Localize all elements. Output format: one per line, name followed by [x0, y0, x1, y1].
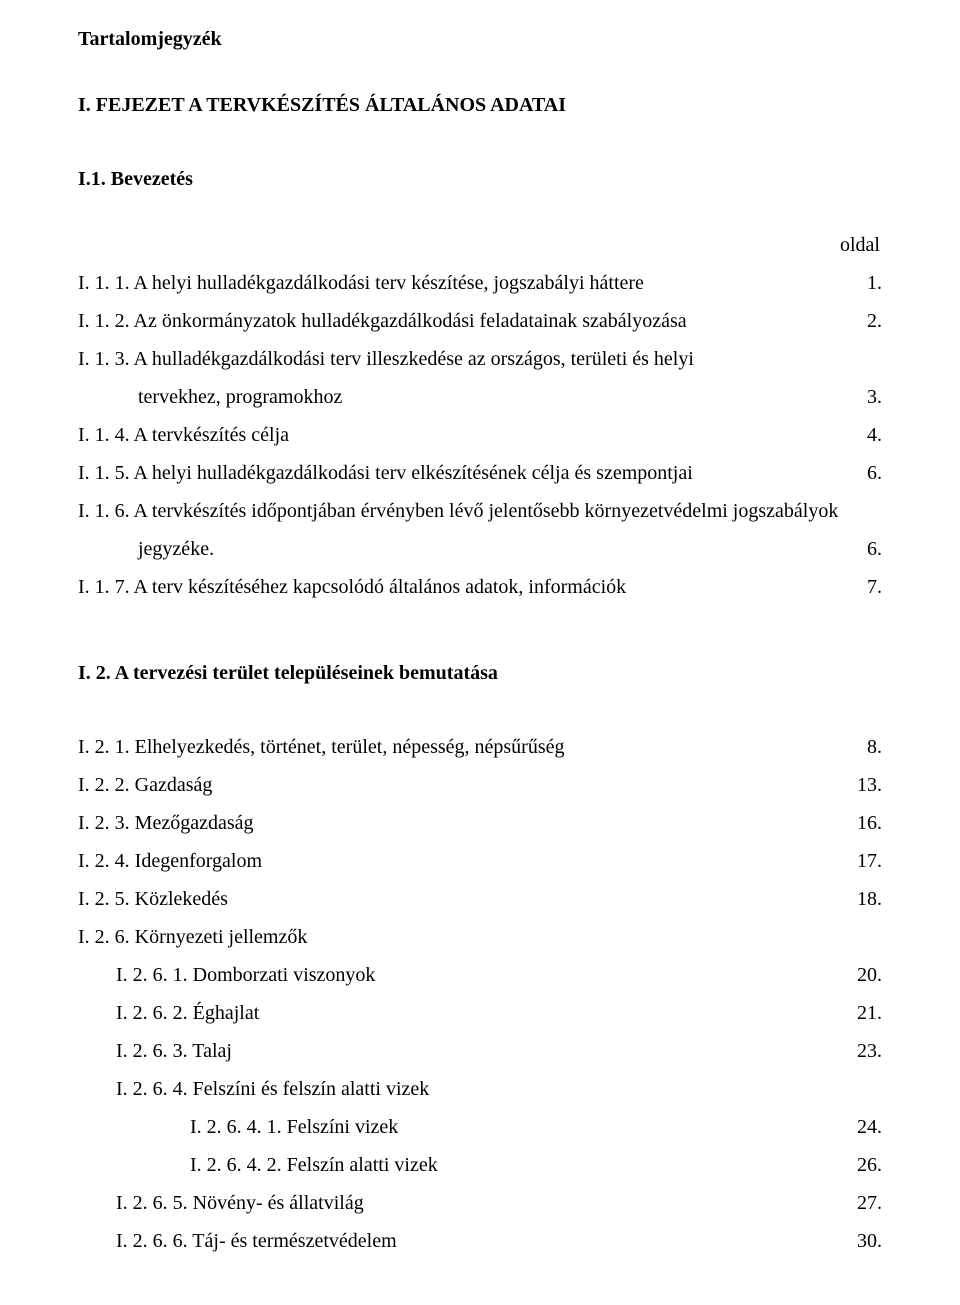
toc-entry-page: 6. — [850, 530, 882, 568]
toc-row: I. 2. 1. Elhelyezkedés, történet, terüle… — [78, 728, 882, 766]
toc-entry-label: I. 2. 6. 4. 2. Felszín alatti vizek — [78, 1146, 850, 1184]
section-i1-title: I.1. Bevezetés — [78, 160, 882, 198]
toc-row: tervekhez, programokhoz 3. — [78, 378, 882, 416]
toc-row: I. 2. 4. Idegenforgalom 17. — [78, 842, 882, 880]
toc-row: I. 2. 6. 4. 1. Felszíni vizek 24. — [78, 1108, 882, 1146]
toc-entry-label: I. 1. 4. A tervkészítés célja — [78, 416, 850, 454]
toc-entry-page: 23. — [850, 1032, 882, 1070]
toc-entry-page: 8. — [850, 728, 882, 766]
toc-row: I. 2. 6. Környezeti jellemzők — [78, 918, 882, 956]
toc-entry-page: 13. — [850, 766, 882, 804]
toc-entry-label: I. 2. 6. 3. Talaj — [78, 1032, 850, 1070]
toc-entry-label: I. 2. 6. 1. Domborzati viszonyok — [78, 956, 850, 994]
toc-entry-page: 7. — [850, 568, 882, 606]
toc-row: I. 1. 3. A hulladékgazdálkodási terv ill… — [78, 340, 882, 378]
toc-row: jegyzéke. 6. — [78, 530, 882, 568]
toc-row: I. 1. 6. A tervkészítés időpontjában érv… — [78, 492, 882, 530]
toc-row: I. 2. 6. 4. 2. Felszín alatti vizek 26. — [78, 1146, 882, 1184]
toc-entry-page: 6. — [850, 454, 882, 492]
toc-row: I. 2. 2. Gazdaság 13. — [78, 766, 882, 804]
toc-title: Tartalomjegyzék — [78, 20, 882, 58]
toc-row: I. 2. 5. Közlekedés 18. — [78, 880, 882, 918]
toc-row: I. 1. 2. Az önkormányzatok hulladékgazdá… — [78, 302, 882, 340]
toc-entry-page: 16. — [850, 804, 882, 842]
toc-entry-label: I. 2. 6. 6. Táj- és természetvédelem — [78, 1222, 850, 1260]
toc-entry-page: 1. — [850, 264, 882, 302]
toc-entry-label: I. 1. 1. A helyi hulladékgazdálkodási te… — [78, 264, 850, 302]
chapter-1-title: I. FEJEZET A TERVKÉSZÍTÉS ÁLTALÁNOS ADAT… — [78, 86, 882, 124]
toc-row: I. 2. 6. 5. Növény- és állatvilág 27. — [78, 1184, 882, 1222]
toc-entry-page: 21. — [850, 994, 882, 1032]
toc-entry-label: I. 2. 6. Környezeti jellemzők — [78, 918, 882, 956]
toc-row: I. 2. 6. 3. Talaj 23. — [78, 1032, 882, 1070]
toc-entry-label: I. 1. 3. A hulladékgazdálkodási terv ill… — [78, 340, 882, 378]
toc-entry-label: I. 2. 4. Idegenforgalom — [78, 842, 850, 880]
toc-entry-label: I. 2. 3. Mezőgazdaság — [78, 804, 850, 842]
toc-row: I. 1. 7. A terv készítéséhez kapcsolódó … — [78, 568, 882, 606]
toc-entry-label: I. 2. 6. 5. Növény- és állatvilág — [78, 1184, 850, 1222]
toc-entry-page: 3. — [850, 378, 882, 416]
toc-entry-page: 30. — [850, 1222, 882, 1260]
toc-row: I. 2. 3. Mezőgazdaság 16. — [78, 804, 882, 842]
toc-entry-page: 18. — [850, 880, 882, 918]
toc-entry-label: I. 1. 5. A helyi hulladékgazdálkodási te… — [78, 454, 850, 492]
section-i2-title: I. 2. A tervezési terület településeinek… — [78, 654, 882, 692]
toc-entry-page: 4. — [850, 416, 882, 454]
toc-row: I. 1. 4. A tervkészítés célja 4. — [78, 416, 882, 454]
toc-entry-page: 24. — [850, 1108, 882, 1146]
toc-row: I. 1. 1. A helyi hulladékgazdálkodási te… — [78, 264, 882, 302]
toc-entry-label-continuation: jegyzéke. — [78, 530, 850, 568]
toc-entry-label: I. 2. 6. 4. Felszíni és felszín alatti v… — [78, 1070, 882, 1108]
toc-row: I. 2. 6. 2. Éghajlat 21. — [78, 994, 882, 1032]
toc-row: I. 2. 6. 1. Domborzati viszonyok 20. — [78, 956, 882, 994]
toc-entry-page: 27. — [850, 1184, 882, 1222]
toc-entry-page: 2. — [850, 302, 882, 340]
toc-entry-label: I. 1. 7. A terv készítéséhez kapcsolódó … — [78, 568, 850, 606]
toc-entry-label: I. 1. 6. A tervkészítés időpontjában érv… — [78, 492, 882, 530]
toc-entry-page: 17. — [850, 842, 882, 880]
toc-row: I. 1. 5. A helyi hulladékgazdálkodási te… — [78, 454, 882, 492]
toc-row: I. 2. 6. 6. Táj- és természetvédelem 30. — [78, 1222, 882, 1260]
toc-row: I. 2. 6. 4. Felszíni és felszín alatti v… — [78, 1070, 882, 1108]
toc-entry-label: I. 1. 2. Az önkormányzatok hulladékgazdá… — [78, 302, 850, 340]
toc-entry-page: 26. — [850, 1146, 882, 1184]
toc-entry-label-continuation: tervekhez, programokhoz — [78, 378, 850, 416]
toc-entry-page: 20. — [850, 956, 882, 994]
toc-entry-label: I. 2. 6. 2. Éghajlat — [78, 994, 850, 1032]
toc-entry-label: I. 2. 6. 4. 1. Felszíni vizek — [78, 1108, 850, 1146]
toc-entry-label: I. 2. 5. Közlekedés — [78, 880, 850, 918]
toc-entry-label: I. 2. 2. Gazdaság — [78, 766, 850, 804]
toc-entry-label: I. 2. 1. Elhelyezkedés, történet, terüle… — [78, 728, 850, 766]
page-column-header: oldal — [78, 226, 882, 264]
